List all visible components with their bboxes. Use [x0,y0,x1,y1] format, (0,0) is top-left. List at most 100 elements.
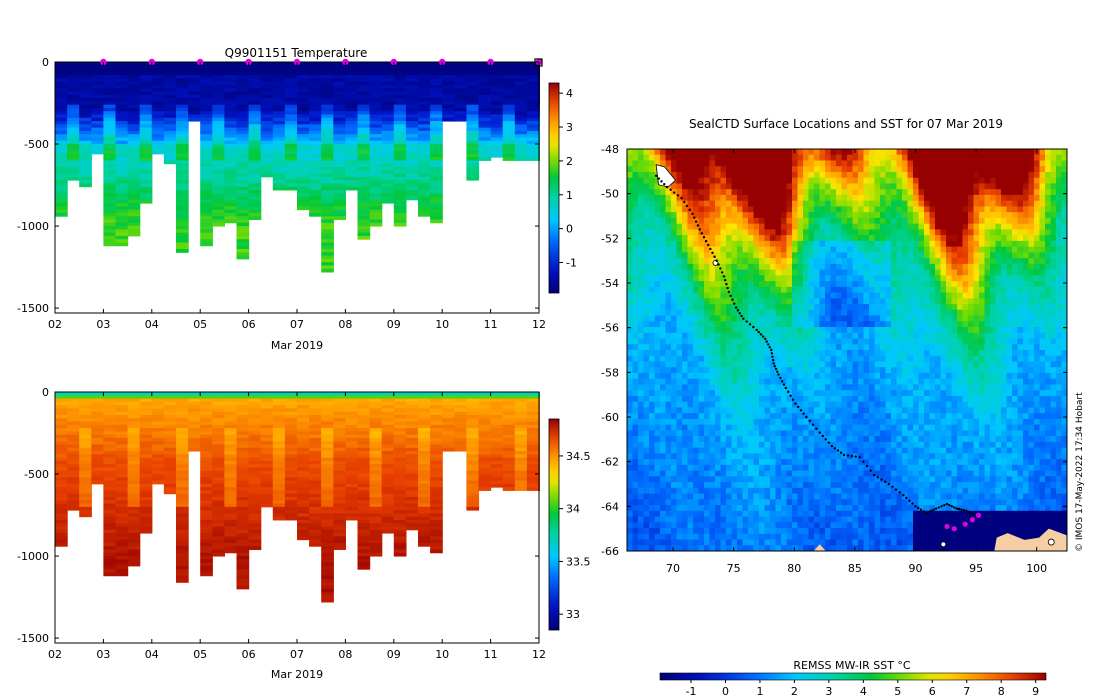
sst-cell [1056,171,1062,179]
salinity-cell [357,546,371,550]
temperature-cell [224,193,238,198]
salinity-cell [79,474,92,478]
temperature-cell [163,98,177,102]
salinity-cell [490,444,504,449]
sst-cell [858,183,864,190]
sst-cell [638,200,644,207]
sst-cell [676,177,683,184]
temperature-cell [224,71,238,76]
salinity-cell [357,444,371,449]
sst-cell [737,223,743,230]
sst-cell [907,189,914,196]
salinity-cell [297,533,310,537]
temperature-cell [466,104,480,109]
sst-cell [990,240,996,248]
salinity-cell [297,460,310,465]
temperature-cell [260,124,274,129]
salinity-cell [248,490,262,495]
sst-cell [753,149,760,156]
salinity-cell [103,437,117,442]
salinity-cell [260,467,274,472]
sst-cell [632,206,639,213]
temperature-cell [236,62,250,66]
sst-cell [704,252,710,259]
sst-cell [726,154,732,161]
temperature-cell [284,107,298,112]
salinity-cell [260,428,274,432]
salinity-cell [212,441,225,445]
salinity-cell [176,539,189,544]
sst-cell [759,189,765,196]
temperature-cell [357,121,371,125]
sst-cell [726,223,732,230]
sst-cell [682,189,688,196]
salinity-cell [115,529,129,534]
salinity-cell [321,529,334,534]
temperature-cell [248,183,262,188]
temperature-cell [369,107,383,112]
temperature-cell [514,150,528,155]
salinity-cell [405,441,419,445]
sst-cell [698,235,705,242]
temperature-cell [393,94,407,99]
sst-cell [858,160,864,167]
sst-cell [1012,217,1018,225]
sst-cell [836,206,842,213]
temperature-cell [381,134,395,138]
temperature-cell [321,84,334,89]
temperature-cell [430,147,443,152]
salinity-cell [442,398,455,403]
sst-cell [830,200,837,207]
sst-cell [808,194,815,202]
salinity-cell [115,542,129,547]
salinity-cell [103,395,117,400]
sst-cell [874,229,881,236]
salinity-cell [333,526,346,531]
sst-cell [913,246,919,253]
salinity-cell [248,480,262,485]
salinity-cell [55,451,68,455]
salinity-cell [418,539,431,544]
temperature-cell [357,229,371,234]
sst-cell [698,240,705,248]
temperature-cell [345,68,359,73]
sst-cell [709,252,716,259]
temperature-cell [272,98,286,102]
sst-cell [836,229,842,236]
temperature-cell [381,127,395,132]
temperature-cell [163,101,177,106]
temperature-cell [91,130,104,135]
salinity-cell [79,437,92,442]
temperature-cell [67,75,80,79]
temperature-cell [309,65,322,70]
salinity-cell [139,437,153,442]
sst-cell [935,154,941,161]
sst-cell [924,160,930,167]
temperature-cell [127,124,141,129]
temperature-cell [297,144,310,148]
sst-cell [737,160,743,167]
sst-cell [726,177,732,184]
temperature-cell [321,91,334,96]
salinity-cell [309,519,322,524]
sst-cell [902,206,908,213]
sst-cell [709,166,716,173]
temperature-cell [67,71,80,76]
salinity-cell [200,470,213,475]
salinity-cell [212,549,225,554]
salinity-cell [176,431,189,436]
sst-cell [748,177,754,184]
sst-cell [797,171,804,179]
sst-cell [852,223,859,230]
salinity-cell [151,477,165,482]
temperature-cell [163,75,177,79]
salinity-cell [321,575,334,580]
salinity-cell [200,503,213,508]
salinity-cell [67,487,80,491]
temperature-cell [490,121,504,125]
salinity-cell [333,513,346,518]
salinity-cell [91,474,104,478]
salinity-cell [526,405,540,409]
temperature-cell [176,242,189,247]
sst-cell [1023,206,1029,213]
